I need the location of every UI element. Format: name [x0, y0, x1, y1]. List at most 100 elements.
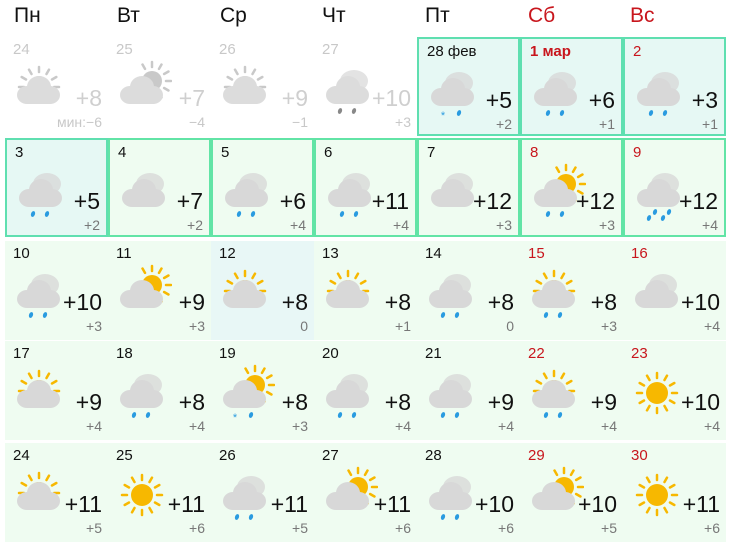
max-temperature: +10 — [371, 85, 411, 111]
max-temperature: +12 — [575, 188, 615, 214]
cloudy-icon — [431, 173, 474, 207]
max-temperature: +10 — [62, 289, 102, 315]
day-cell[interactable]: 28 фев * +5 +2 — [417, 37, 520, 136]
day-cell[interactable]: 7 +12 +3 — [417, 138, 520, 237]
day-cell[interactable]: 4 +7 +2 — [108, 138, 211, 237]
day-number: 19 — [219, 345, 236, 362]
min-temperature: +4 — [601, 418, 617, 434]
partly-cloudy-sun-top-icon — [17, 369, 61, 408]
day-cell[interactable]: 14 +8 0 — [417, 241, 520, 340]
day-number: 27 — [322, 447, 339, 464]
day-cell[interactable]: 26 +11 +5 — [211, 443, 314, 542]
min-temperature: +4 — [393, 217, 409, 233]
day-number: 8 — [530, 144, 539, 161]
day-cell[interactable]: 23 +10 +4 — [623, 341, 726, 440]
max-temperature: +11 — [373, 491, 411, 517]
max-temperature: +11 — [64, 491, 102, 517]
day-cell[interactable]: 16 +10 +4 — [623, 241, 726, 340]
day-cell[interactable]: 18 +8 +4 — [108, 341, 211, 440]
day-cell[interactable]: 1 мар +6 +1 — [520, 37, 623, 136]
min-temperature: 0 — [300, 318, 308, 334]
max-temperature: +5 — [485, 87, 512, 113]
day-number: 22 — [528, 345, 545, 362]
day-cell[interactable]: 25 +11 +6 — [108, 443, 211, 542]
day-cell[interactable]: 19 * +8 +3 — [211, 341, 314, 440]
min-temperature: +3 — [601, 318, 617, 334]
day-cell[interactable]: 11 +9 +3 — [108, 241, 211, 340]
max-temperature: +11 — [270, 491, 308, 517]
min-temperature: мин:−6 — [56, 114, 102, 130]
day-number: 25 — [116, 41, 133, 58]
max-temperature: +8 — [590, 289, 617, 315]
min-temperature: +4 — [498, 418, 514, 434]
max-temperature: +8 — [75, 85, 102, 111]
day-cell[interactable]: 3 +5 +2 — [5, 138, 108, 237]
day-cell[interactable]: 8 +12 +3 — [520, 138, 623, 237]
max-temperature: +10 — [680, 289, 720, 315]
min-temperature: +5 — [292, 520, 308, 536]
day-cell[interactable]: 15 +8 +3 — [520, 241, 623, 340]
rain-icon — [429, 476, 472, 520]
day-cell[interactable]: 25 +7 −4 — [108, 37, 211, 136]
weekday-header: Ср — [220, 4, 247, 27]
sun-icon — [635, 371, 679, 415]
rain-icon — [17, 274, 60, 318]
day-number: 2 — [633, 43, 642, 60]
day-number: 15 — [528, 245, 545, 262]
min-temperature: +1 — [702, 116, 718, 132]
weekday-header: Сб — [528, 4, 556, 27]
sun-icon — [635, 473, 679, 517]
rain-sun-icon — [532, 369, 576, 418]
min-temperature: +3 — [395, 114, 411, 130]
partly-cloudy-sun-top-icon — [223, 65, 267, 104]
day-cell[interactable]: 6 +11 +4 — [314, 138, 417, 237]
day-number: 6 — [324, 144, 333, 161]
min-temperature: +4 — [702, 217, 718, 233]
day-cell[interactable]: 24 +8 мин:−6 — [5, 37, 108, 136]
rain-icon — [429, 374, 472, 418]
day-cell[interactable]: 2 +3 +1 — [623, 37, 726, 136]
day-cell[interactable]: 27 +11 +6 — [314, 443, 417, 542]
min-temperature: +2 — [84, 217, 100, 233]
max-temperature: +6 — [279, 188, 306, 214]
rain-icon — [328, 173, 371, 217]
day-cell[interactable]: 29 +10 +5 — [520, 443, 623, 542]
day-number: 3 — [15, 144, 24, 161]
day-number: 10 — [13, 245, 30, 262]
day-cell[interactable]: 22 +9 +4 — [520, 341, 623, 440]
day-cell[interactable]: 20 +8 +4 — [314, 341, 417, 440]
day-cell[interactable]: 10 +10 +3 — [5, 241, 108, 340]
sleet-icon: * — [431, 72, 474, 122]
max-temperature: +8 — [281, 289, 308, 315]
day-cell[interactable]: 17 +9 +4 — [5, 341, 108, 440]
day-cell[interactable]: 27 +10 +3 — [314, 37, 417, 136]
day-number: 4 — [118, 144, 127, 161]
max-temperature: +12 — [472, 188, 512, 214]
max-temperature: +11 — [371, 188, 409, 214]
day-cell[interactable]: 12 +8 0 — [211, 241, 314, 340]
day-cell[interactable]: 13 +8 +1 — [314, 241, 417, 340]
max-temperature: +8 — [384, 389, 411, 415]
cloudy-icon — [635, 274, 678, 308]
day-cell[interactable]: 28 +10 +6 — [417, 443, 520, 542]
day-cell[interactable]: 21 +9 +4 — [417, 341, 520, 440]
partly-cloudy-sun-top-icon — [326, 269, 370, 308]
day-cell[interactable]: 30 +11 +6 — [623, 443, 726, 542]
rain-icon — [120, 374, 163, 418]
rain-icon — [225, 173, 268, 217]
day-number: 23 — [631, 345, 648, 362]
day-cell[interactable]: 24 +11 +5 — [5, 443, 108, 542]
partly-cloudy-sun-top-icon — [223, 269, 267, 308]
day-cell[interactable]: 9 +12 +4 — [623, 138, 726, 237]
max-temperature: +10 — [680, 389, 720, 415]
min-temperature: +5 — [86, 520, 102, 536]
svg-text:*: * — [233, 412, 238, 424]
rain-icon — [326, 374, 369, 418]
weekday-header: Чт — [322, 4, 346, 27]
day-cell[interactable]: 26 +9 −1 — [211, 37, 314, 136]
max-temperature: +6 — [588, 87, 615, 113]
min-temperature: +1 — [395, 318, 411, 334]
day-cell[interactable]: 5 +6 +4 — [211, 138, 314, 237]
cloudy-icon — [122, 173, 165, 207]
min-temperature: +2 — [187, 217, 203, 233]
